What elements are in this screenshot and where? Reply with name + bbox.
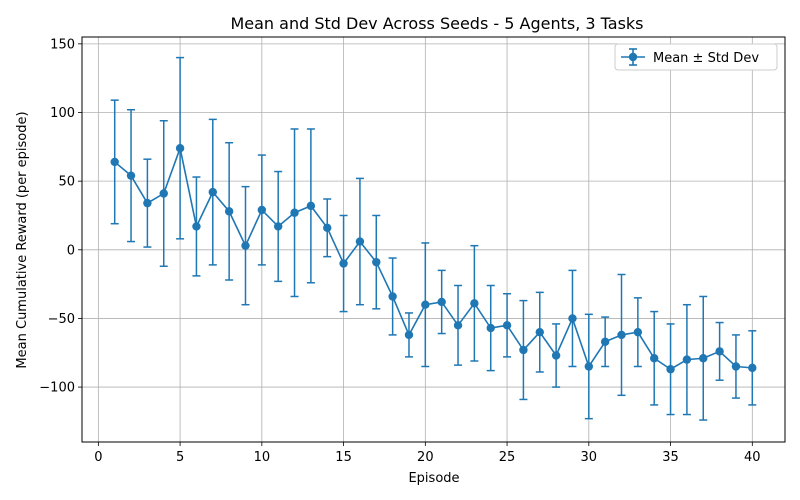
y-tick-label: 150 [50,37,75,52]
data-point [453,321,463,330]
x-tick-label: 0 [94,450,102,465]
y-tick-label: −50 [48,312,75,327]
data-point [208,187,217,197]
legend-box [614,43,778,71]
x-tick-label: 20 [417,450,434,465]
data-points [110,144,757,374]
data-point [323,223,332,233]
data-point [699,354,708,363]
data-point [650,354,659,363]
data-point [519,345,528,355]
data-point [535,327,544,337]
y-tick-label: 0 [67,243,75,258]
data-point [143,198,152,208]
data-point [110,157,119,167]
data-point [306,201,316,211]
data-point [682,355,692,364]
y-tick-label: 100 [50,106,75,121]
data-point [257,205,267,215]
x-tick-label: 30 [581,450,598,465]
data-point [339,259,348,268]
legend-point-marker [628,52,638,62]
data-point [731,362,741,371]
data-point [421,300,430,309]
chart-title: Mean and Std Dev Across Seeds - 5 Agents… [230,14,643,33]
x-tick-label: 15 [335,450,352,465]
x-tick-label: 40 [744,450,761,465]
mean-line [114,145,753,371]
data-point [290,208,299,217]
y-tick-label: −100 [39,381,75,396]
series-line [114,145,753,371]
plot-frame [81,36,786,443]
data-point [715,347,724,356]
data-point [470,299,479,308]
data-point [192,222,201,231]
data-point [748,363,757,373]
data-point [617,330,626,340]
data-point [568,314,577,323]
data-point [355,237,365,246]
data-point [600,337,610,346]
legend: Mean ± Std Dev [614,43,778,71]
data-point [159,189,168,198]
error-bars [110,56,757,421]
grid [82,37,785,442]
data-point [404,330,414,340]
data-point [241,241,250,250]
data-point [486,323,495,333]
data-point [584,362,594,371]
y-tick-label: 50 [58,175,75,190]
data-point [666,365,675,374]
data-point [437,297,446,307]
data-point [388,292,397,301]
data-point [633,327,643,337]
x-tick-label: 25 [499,450,516,465]
x-axis-label: Episode [408,471,459,486]
y-axis-label: Mean Cumulative Reward (per episode) [15,111,30,368]
y-axis-ticks: 150 100 50 0 −50 −100 [39,37,82,396]
x-tick-label: 5 [176,450,184,465]
x-tick-label: 10 [254,450,271,465]
data-point [273,222,283,231]
data-point [175,144,185,153]
data-point [551,351,561,360]
legend-label: Mean ± Std Dev [653,51,759,66]
x-axis-ticks: 0 5 10 15 20 25 30 35 40 [94,442,761,465]
data-point [126,171,136,180]
x-tick-label: 35 [662,450,679,465]
data-point [372,257,381,267]
data-point [224,207,234,216]
data-point [502,321,512,330]
